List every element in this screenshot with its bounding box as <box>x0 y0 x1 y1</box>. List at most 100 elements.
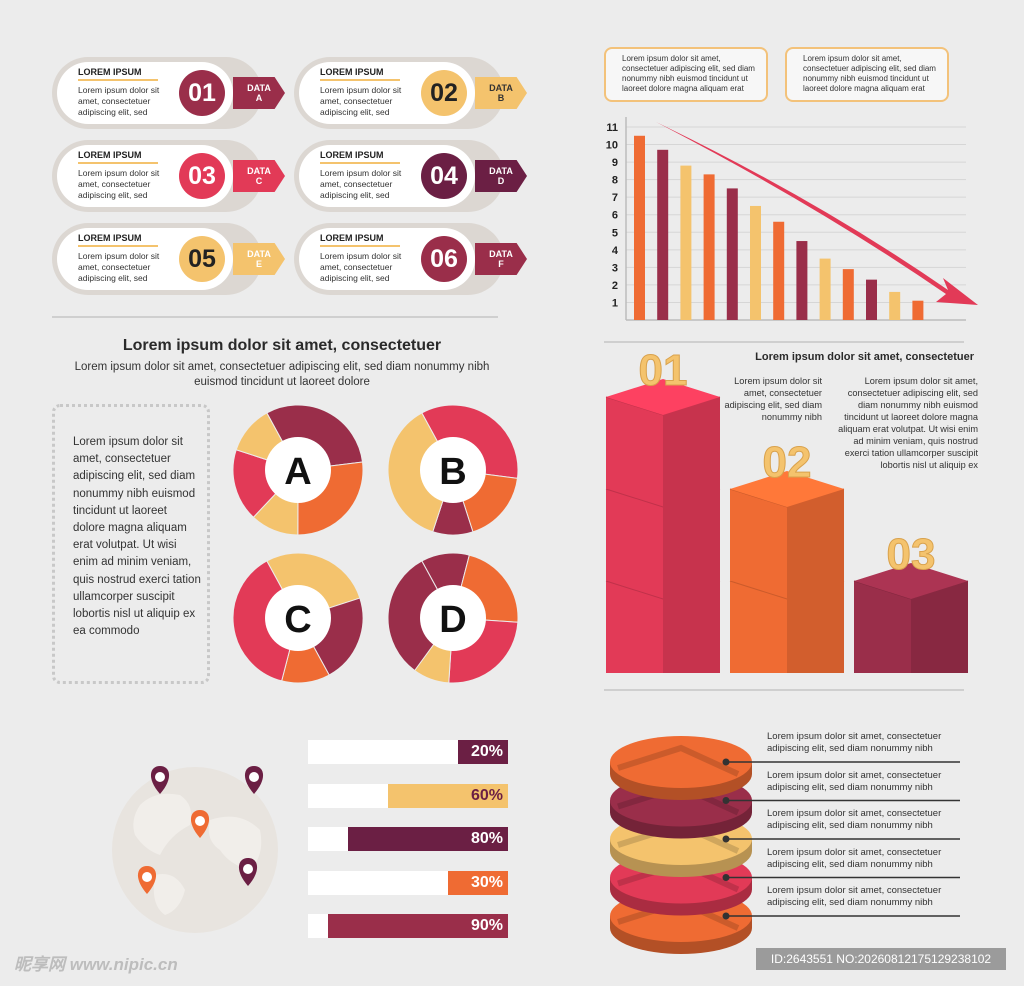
card-title: LOREM IPSUM <box>78 150 142 160</box>
cube-top <box>854 563 968 599</box>
y-tick-label: 5 <box>612 227 618 239</box>
cube-text-left: Lorem ipsum dolor sit amet, consectetuer… <box>724 376 822 422</box>
cube-number: 02 <box>763 438 812 487</box>
data-card: LOREM IPSUM Lorem ipsum dolor sit amet, c… <box>294 140 534 212</box>
map-pin-hole <box>243 864 253 874</box>
bar <box>912 300 924 320</box>
bar <box>842 269 854 320</box>
percent-bar-label: 30% <box>470 873 503 891</box>
top-note-2: Lorem ipsum dolor sit amet, consectetuer… <box>785 47 949 102</box>
bar <box>726 188 738 320</box>
card-underline <box>320 79 400 81</box>
percent-bar-fill <box>388 783 508 808</box>
card-number: 06 <box>421 236 467 282</box>
cube-top <box>730 471 844 507</box>
y-tick-label: 2 <box>612 280 618 292</box>
cube-title: Lorem ipsum dolor sit amet, consectetuer <box>755 351 974 363</box>
layer-text: Lorem ipsum dolor sit amet, consectetuer… <box>767 846 942 870</box>
layer-text: Lorem ipsum dolor sit amet, consectetuer… <box>767 885 942 908</box>
cube-side <box>787 581 844 673</box>
y-tick-label: 3 <box>612 262 618 274</box>
card-title: LOREM IPSUM <box>320 233 384 243</box>
pie-center <box>265 585 331 651</box>
percent-bar-fill <box>448 870 508 895</box>
bar <box>866 279 877 320</box>
layer-top <box>610 736 752 788</box>
percent-bar-label: 60% <box>470 786 503 804</box>
cube-side <box>787 489 844 581</box>
card-text: Lorem ipsum dolor sit amet, consectetuer… <box>78 85 160 117</box>
cube-top <box>606 379 720 415</box>
continent-shape <box>133 793 192 855</box>
card-tag-top: DATA <box>489 166 513 176</box>
cube-side <box>663 397 720 489</box>
card-tag-bottom: C <box>255 176 263 186</box>
data-card: LOREM IPSUM Lorem ipsum dolor sit amet, c… <box>294 223 534 295</box>
pie-slice <box>421 404 519 479</box>
percent-bar-fill <box>348 827 508 851</box>
layer-text: Lorem ipsum dolor sit amet, consectetuer… <box>767 808 942 831</box>
card-tag: DATA C <box>233 160 285 192</box>
card-tag-bottom: D <box>497 176 505 186</box>
y-tick-label: 7 <box>612 192 618 204</box>
layer-chevron <box>617 744 740 777</box>
bar <box>657 149 669 320</box>
map-pin-hole <box>155 772 165 782</box>
data-card: LOREM IPSUM Lorem ipsum dolor sit amet, c… <box>294 57 534 129</box>
card-text: Lorem ipsum dolor sit amet, consectetuer… <box>320 168 402 200</box>
percent-bar-label: 80% <box>470 830 503 847</box>
watermark-right: ID:2643551 NO:20260812175129238102 <box>756 948 1006 970</box>
divider-right-mid <box>604 689 964 691</box>
card-tag: DATA B <box>475 77 527 109</box>
card-underline <box>78 79 158 81</box>
card-text: Lorem ipsum dolor sit amet, consectetuer… <box>320 85 402 117</box>
continent-shape <box>153 874 185 915</box>
card-number: 02 <box>421 70 467 116</box>
card-tag-top: DATA <box>247 249 271 259</box>
trend-arrow <box>656 122 978 305</box>
bar <box>819 258 831 320</box>
card-text: Lorem ipsum dolor sit amet, consectetuer… <box>320 251 402 283</box>
bar <box>703 174 715 320</box>
cube-side <box>663 581 720 673</box>
data-card: LOREM IPSUM Lorem ipsum dolor sit amet, c… <box>52 140 292 212</box>
card-tag-bottom: F <box>498 259 504 269</box>
y-tick-label: 9 <box>612 157 618 169</box>
card-tag-bottom: B <box>497 93 505 103</box>
map-pin-hole <box>195 816 205 826</box>
bar <box>889 291 901 320</box>
pie-label: A <box>284 451 311 493</box>
cube-number: 01 <box>639 346 688 395</box>
card-tag-bottom: A <box>255 93 263 103</box>
map-pin-hole <box>142 872 152 882</box>
cube-number: 03 <box>887 530 936 579</box>
card-title: LOREM IPSUM <box>320 150 384 160</box>
sidebar-text: Lorem ipsum dolor sit amet, consectetuer… <box>73 436 201 638</box>
pie-label: C <box>284 599 311 641</box>
card-tag-top: DATA <box>489 83 513 93</box>
bar <box>634 135 645 320</box>
y-tick-label: 1 <box>612 297 618 309</box>
card-number: 03 <box>179 153 225 199</box>
section-subline: Lorem ipsum dolor sit amet, consectetuer… <box>74 361 490 388</box>
card-underline <box>78 162 158 164</box>
card-tag-top: DATA <box>247 166 271 176</box>
y-tick-label: 6 <box>612 210 618 222</box>
layer-text: Lorem ipsum dolor sit amet, consectetuer… <box>767 769 942 793</box>
map-pin-hole <box>249 772 259 782</box>
cube-step-chart: 01 02 03 <box>605 346 969 673</box>
dotted-text-box <box>52 404 210 684</box>
card-title: LOREM IPSUM <box>320 67 384 77</box>
bar <box>680 165 692 320</box>
watermark-left: 昵享网 www.nipic.cn <box>14 955 178 974</box>
card-underline <box>320 245 400 247</box>
y-tick-label: 4 <box>612 245 619 257</box>
card-tag-top: DATA <box>489 249 513 259</box>
decline-bar-chart: 1 2 3 4 5 6 7 8 9 10 11 <box>606 117 978 321</box>
pie-center <box>420 437 486 503</box>
continent-shape <box>208 816 262 870</box>
card-tag: DATA E <box>233 243 285 275</box>
cube-side <box>663 489 720 581</box>
pie-center <box>420 585 486 651</box>
y-tick-label: 10 <box>606 140 618 152</box>
